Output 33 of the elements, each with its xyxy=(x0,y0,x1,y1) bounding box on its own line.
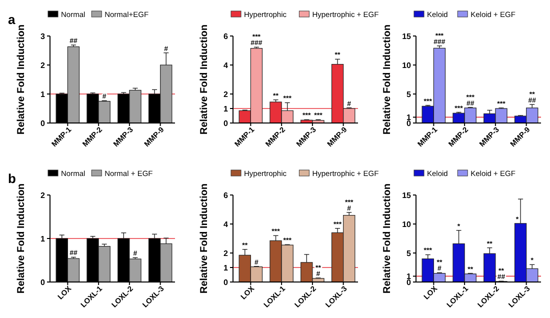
y-tick-label: 4 xyxy=(224,220,229,229)
y-tick-label: 10 xyxy=(402,61,412,70)
y-tick-label: 0 xyxy=(40,278,46,287)
y-tick-label: 0 xyxy=(224,119,229,128)
text: b xyxy=(8,171,16,186)
y-axis-title: Relative Fold Induction xyxy=(199,24,210,135)
y-tick-label: 0 xyxy=(406,119,412,128)
y-tick-label: 5 xyxy=(406,249,412,258)
y-tick-label: 2 xyxy=(40,61,46,70)
y-tick-label: 6 xyxy=(224,32,229,41)
y-tick-label: 5 xyxy=(406,90,412,99)
text: a xyxy=(8,12,16,27)
y-axis-title: Relative Fold Induction xyxy=(199,183,210,294)
y-tick-label: 6 xyxy=(224,191,229,200)
y-tick-label: 10 xyxy=(402,220,412,229)
y-tick-label: 1 xyxy=(40,234,46,244)
y-tick-label: 15 xyxy=(402,32,412,41)
y-axis-title: Relative Fold Induction xyxy=(382,183,393,294)
y-tick-label: 15 xyxy=(402,191,412,200)
y-tick-label: 2 xyxy=(224,249,229,258)
y-axis-title: Relative Fold Induction xyxy=(16,24,27,135)
y-tick-label: 2 xyxy=(224,90,229,99)
y-axis-title: Relative Fold Induction xyxy=(16,183,27,294)
y-axis-title: Relative Fold Induction xyxy=(382,24,393,135)
y-tick-label: 1 xyxy=(224,264,229,272)
y-tick-label: 0 xyxy=(40,119,46,128)
y-tick-label: 2 xyxy=(40,191,46,200)
y-tick-label: 1 xyxy=(224,104,229,114)
y-tick-label: 3 xyxy=(40,32,46,41)
y-tick-label: 1 xyxy=(40,90,46,99)
y-tick-label: 0 xyxy=(406,278,412,287)
y-tick-label: 0 xyxy=(224,278,229,287)
y-tick-label: 4 xyxy=(224,61,229,70)
